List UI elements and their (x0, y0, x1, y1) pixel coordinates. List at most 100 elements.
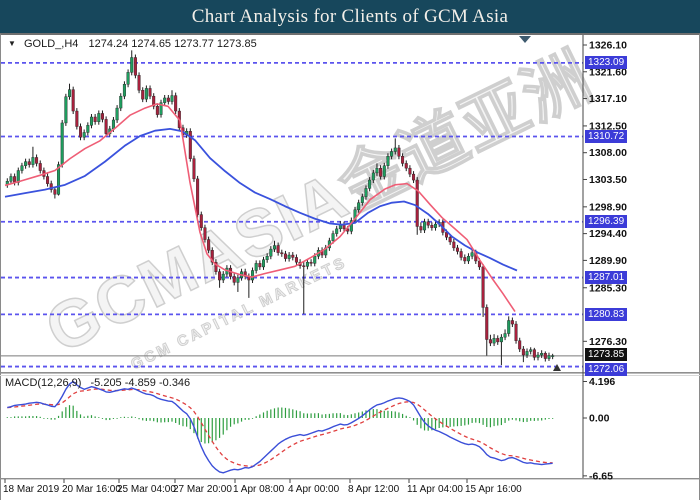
candle-body (397, 147, 401, 157)
last-bar-up-arrow-icon (553, 364, 561, 371)
candle-body (269, 248, 273, 257)
candle-body (507, 320, 511, 334)
candle-body (188, 131, 192, 159)
candle-body (236, 277, 240, 283)
candle-body (287, 254, 291, 259)
candle-body (166, 97, 170, 102)
candle-body (386, 156, 390, 166)
macd-values: -5.205 -4.859 -0.346 (90, 377, 191, 389)
candle-body (71, 89, 75, 112)
y-tick-label: 1326.10 (589, 40, 627, 52)
candle-body (503, 333, 507, 338)
x-tick-label: 18 Mar 2019 (3, 484, 60, 495)
candle-body (265, 256, 269, 260)
candle-body (199, 214, 203, 228)
candle-body (111, 119, 115, 130)
candle-body (510, 320, 514, 325)
candle-body (9, 176, 13, 182)
candle-body (276, 245, 280, 253)
candle-body (518, 340, 522, 350)
candle-body (488, 339, 492, 344)
chart-shift-down-arrow-icon[interactable] (519, 36, 531, 43)
macd-name: MACD(12,26,9) (5, 377, 82, 389)
candle-body (463, 257, 467, 262)
candle-body (31, 157, 35, 165)
candle-body (357, 202, 361, 211)
fast-ma-line (4, 103, 516, 313)
candle-body (390, 151, 394, 157)
candle-body (408, 167, 412, 175)
candle-body (470, 252, 474, 257)
candle-body (382, 165, 386, 177)
candle-body (82, 132, 86, 138)
candle-body (335, 228, 339, 234)
candle-body (24, 161, 28, 166)
candle-body (251, 270, 255, 281)
candle-body (60, 122, 64, 165)
candle-body (46, 176, 50, 184)
sr-price-badge: 1296.39 (585, 215, 628, 229)
y-tick-label: 1285.30 (589, 282, 627, 294)
candle-body (122, 84, 126, 97)
candle-body (174, 95, 178, 112)
candle-body (214, 261, 218, 272)
x-tick-label: 1 Apr 08:00 (233, 484, 285, 495)
candle-body (499, 336, 503, 343)
candle-body (404, 163, 408, 169)
candle-body (536, 354, 540, 358)
candle-body (27, 161, 31, 165)
y-tick-label: 1317.10 (589, 93, 627, 105)
candle-body (207, 239, 211, 251)
candle-body (368, 179, 372, 189)
candle-body (137, 75, 141, 91)
candle-body (481, 266, 485, 308)
candle-body (492, 338, 496, 344)
x-tick-label: 27 Mar 20:00 (173, 484, 232, 495)
candle-body (57, 164, 61, 195)
y-tick-label: 1308.00 (589, 147, 627, 159)
candle-body (53, 189, 57, 195)
candle-body (514, 323, 518, 341)
x-tick-label: 25 Mar 04:00 (117, 484, 176, 495)
candle-body (133, 57, 137, 76)
candle-body (218, 271, 222, 281)
y-tick-label: 1294.40 (589, 228, 627, 240)
pane-splitter-highlight (0, 375, 700, 376)
y-tick-label: 1312.50 (589, 120, 627, 132)
symbol-timeframe-label: GOLD_,H4 (23, 38, 79, 50)
candle-body (412, 173, 416, 181)
candle-body (126, 72, 130, 85)
candle-body (532, 349, 536, 358)
pane-splitter[interactable] (0, 372, 700, 374)
candle-body (232, 276, 236, 283)
candle-body (163, 97, 167, 103)
main-price-pane[interactable] (1, 35, 583, 372)
candle-body (521, 348, 525, 356)
candle-body (75, 110, 79, 127)
candle-body (86, 125, 90, 133)
candle-body (434, 223, 438, 228)
candle-body (144, 88, 148, 100)
candle-body (64, 96, 68, 124)
candle-body (196, 178, 200, 215)
candle-body (280, 252, 284, 255)
chart-header: ▼ GOLD_,H4 1274.24 1274.65 1273.77 1273.… (8, 38, 257, 50)
sr-price-badge: 1287.01 (585, 271, 628, 285)
header-ohlc-values: 1274.24 1274.65 1273.77 1273.85 (88, 38, 257, 50)
candle-body (254, 263, 258, 271)
candle-body (496, 338, 500, 343)
candle-body (445, 232, 449, 238)
candle-body (309, 261, 313, 264)
candle-body (379, 167, 383, 177)
chevron-down-icon[interactable]: ▼ (8, 39, 16, 48)
candle-body (104, 119, 108, 134)
candle-body (364, 188, 368, 197)
candle-body (97, 113, 101, 122)
candle-body (547, 355, 551, 359)
candle-body (375, 167, 379, 174)
candle-body (262, 259, 266, 268)
candle-body (485, 307, 489, 340)
candle-body (159, 102, 163, 115)
candle-body (13, 176, 17, 183)
